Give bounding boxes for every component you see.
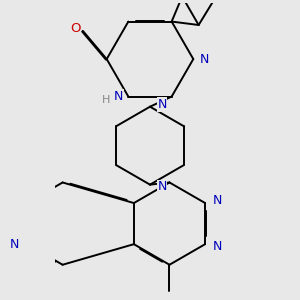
Text: N: N [200, 52, 209, 66]
Text: N: N [114, 90, 124, 103]
Text: N: N [212, 194, 222, 207]
Text: N: N [158, 98, 167, 111]
Text: N: N [212, 240, 222, 253]
Text: O: O [70, 22, 80, 35]
Text: N: N [158, 180, 167, 193]
Text: H: H [102, 95, 110, 105]
Text: N: N [10, 238, 20, 251]
